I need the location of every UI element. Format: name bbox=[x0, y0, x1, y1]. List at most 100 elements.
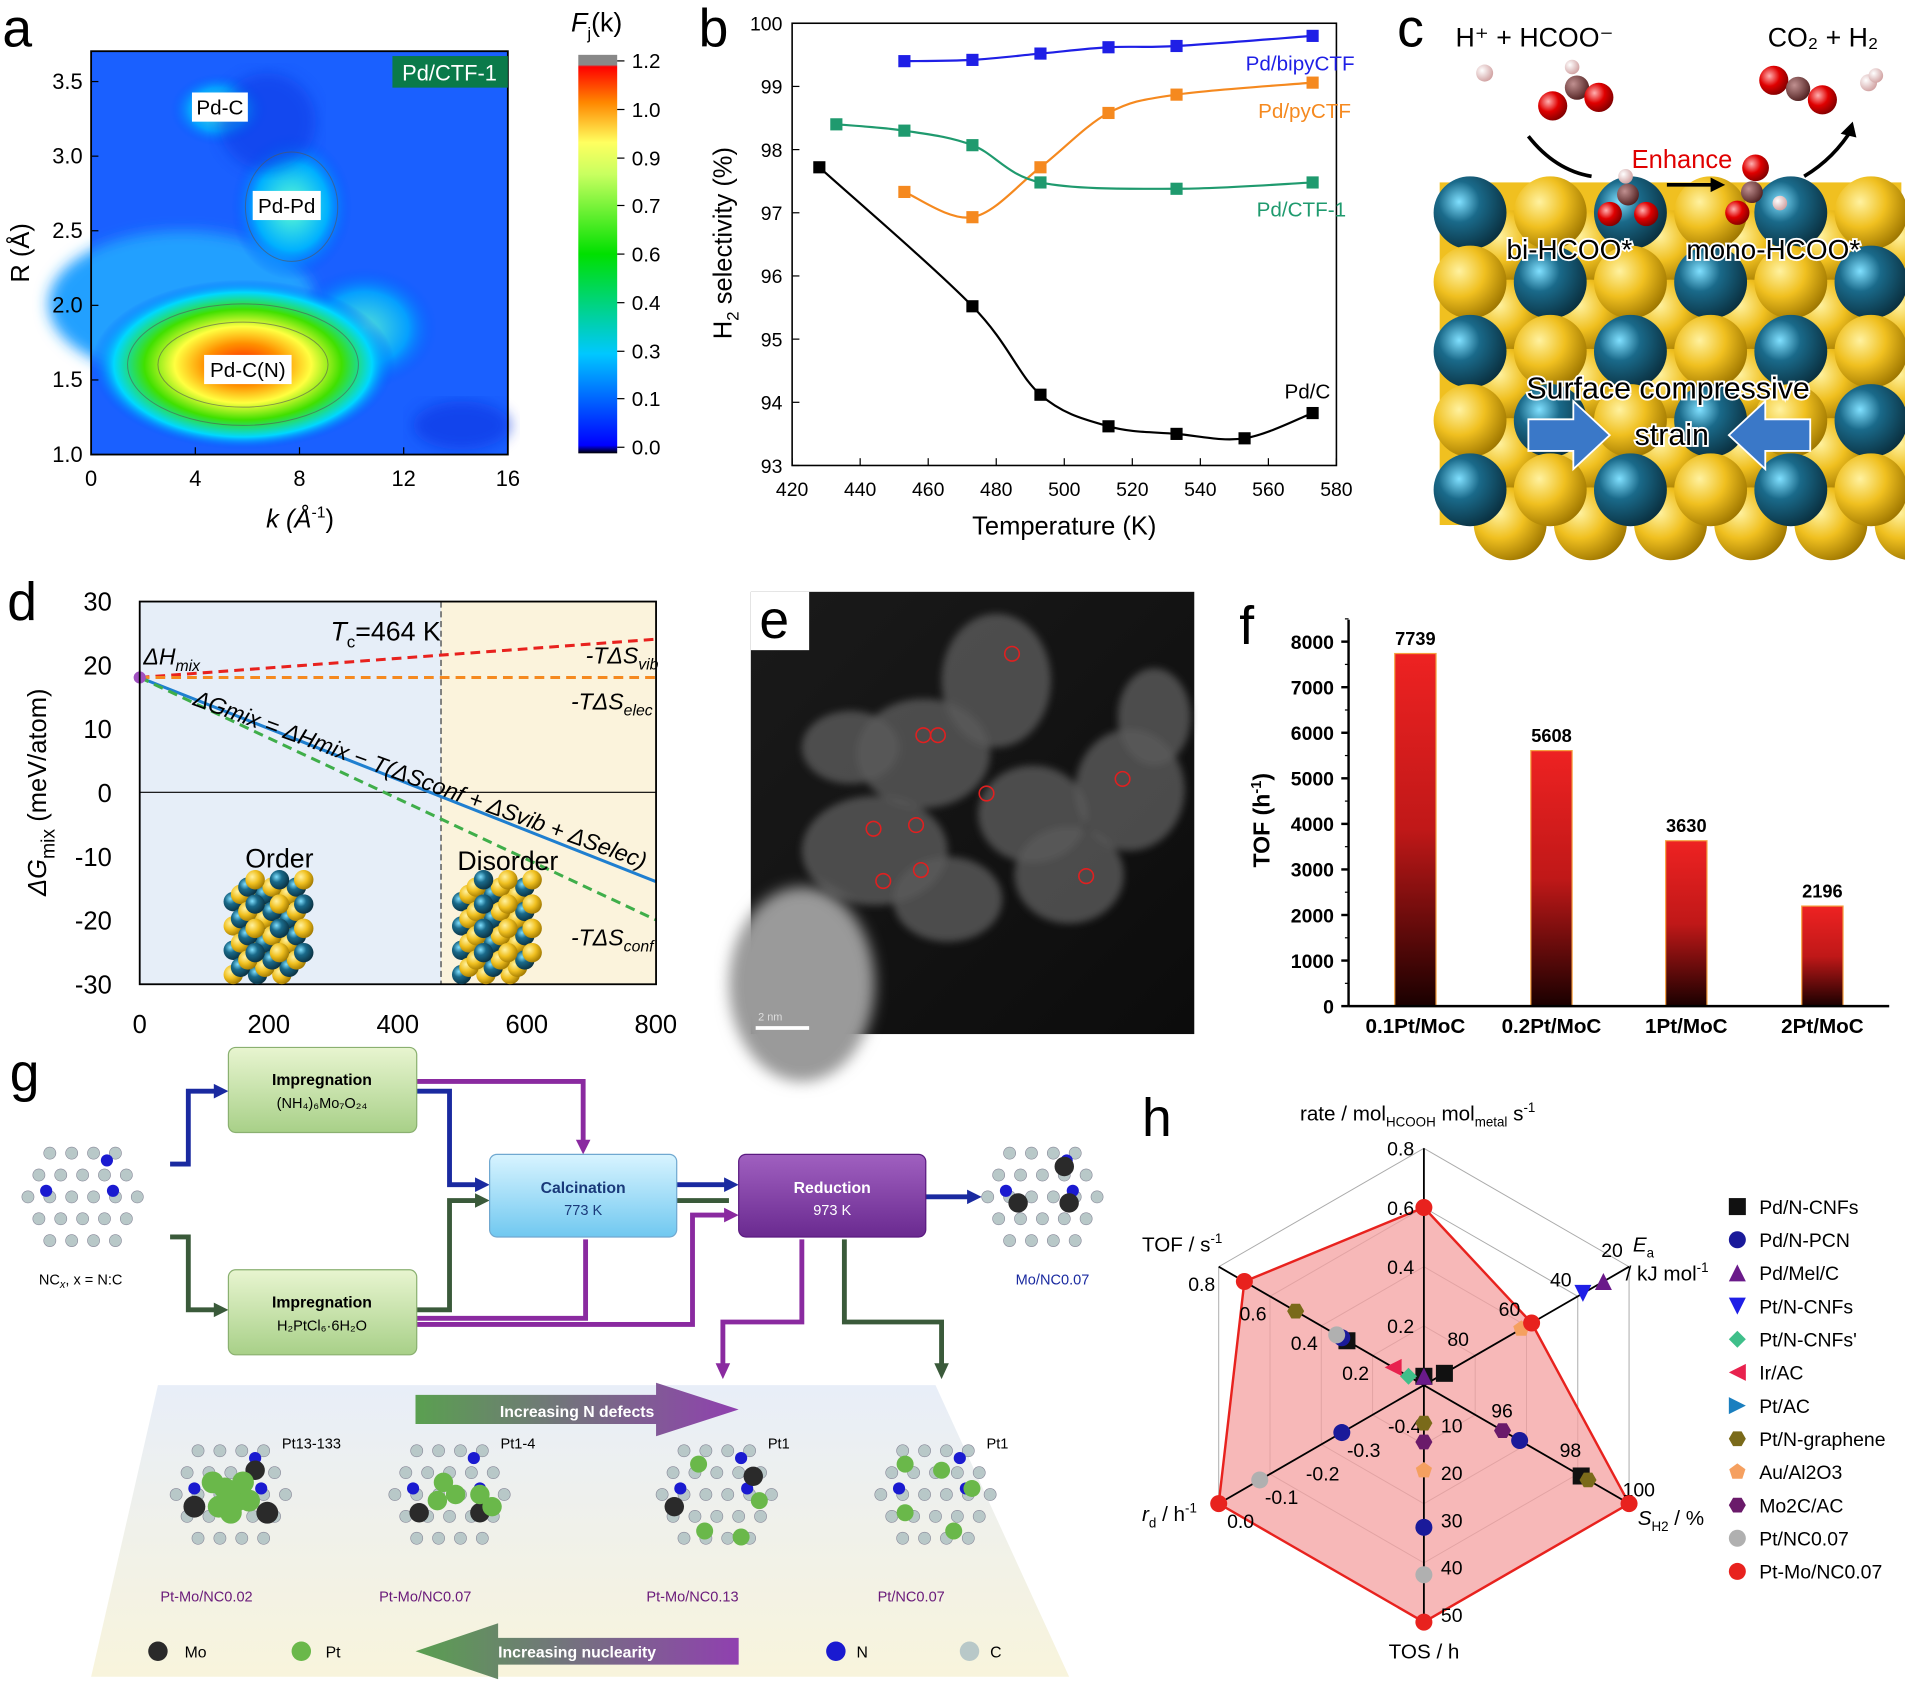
carbon-atom bbox=[1003, 1234, 1016, 1247]
carbon-atom bbox=[677, 1531, 691, 1545]
surface-atom bbox=[1834, 384, 1905, 457]
carbon-atom bbox=[486, 1466, 500, 1480]
pt-atom bbox=[445, 1484, 466, 1505]
gold-atom bbox=[498, 870, 518, 890]
square-marker bbox=[1435, 1364, 1453, 1382]
x-tick-label: 1Pt/MoC bbox=[1645, 1015, 1728, 1038]
carbon-atom bbox=[874, 1488, 888, 1501]
radar-tick-label: 0.8 bbox=[1387, 1139, 1414, 1161]
circle-marker bbox=[1415, 1198, 1433, 1217]
nitrogen-atom bbox=[467, 1451, 480, 1465]
surface-atom bbox=[1433, 314, 1507, 388]
pt-atom bbox=[750, 1492, 768, 1510]
x-tick-label: 520 bbox=[1116, 479, 1149, 501]
teal-atom bbox=[473, 942, 494, 963]
vib-label: -TΔSvib bbox=[586, 643, 659, 674]
carbon-atom bbox=[65, 1190, 79, 1204]
data-point bbox=[1306, 29, 1319, 42]
sample-label: Pd/CTF-1 bbox=[402, 60, 497, 85]
carbon-atom bbox=[688, 1510, 702, 1523]
teal-atom bbox=[269, 918, 290, 939]
gold-atom bbox=[498, 894, 518, 914]
carbon-atom bbox=[399, 1466, 413, 1480]
carbon-atom bbox=[992, 1212, 1006, 1226]
graphene-model bbox=[169, 1444, 292, 1545]
nuclearity-stage bbox=[91, 1385, 1070, 1677]
gold-atom bbox=[498, 942, 518, 963]
nanoparticle bbox=[1014, 826, 1124, 924]
carbon-atom bbox=[1025, 1146, 1038, 1160]
carbon-atom bbox=[21, 1190, 35, 1204]
legend-c: C bbox=[990, 1644, 1001, 1661]
axis-label-tos: TOS / h bbox=[1389, 1641, 1460, 1664]
legend-label: Pt/N-CNFs' bbox=[1759, 1330, 1857, 1352]
legend-label: Pt/NC0.07 bbox=[1759, 1529, 1849, 1551]
pt-atom bbox=[933, 1461, 951, 1479]
teal-atom bbox=[245, 942, 265, 963]
y-tick-label: 3.0 bbox=[52, 143, 82, 168]
colorbar-tick-label: 0.3 bbox=[632, 341, 661, 364]
radar-tick-label: 0.4 bbox=[1387, 1257, 1414, 1279]
panel-g: g bbox=[10, 1044, 1104, 1680]
axis-label-tof: TOF / s-1 bbox=[1142, 1231, 1222, 1257]
pt-atom bbox=[732, 1528, 750, 1546]
tc-label: Tc=464 K bbox=[330, 616, 440, 651]
carbon-atom bbox=[699, 1488, 713, 1501]
surface-atom bbox=[1674, 314, 1748, 388]
plot-frame bbox=[791, 22, 1338, 467]
elec-label: -TΔSelec bbox=[571, 689, 653, 720]
surface-atom bbox=[1593, 245, 1667, 319]
radar-tick-label: -0.1 bbox=[1265, 1487, 1298, 1509]
x-tick-label: 12 bbox=[392, 466, 416, 491]
legend-label: Au/Al2O3 bbox=[1759, 1462, 1842, 1484]
bars: 7739 5608 3630 2196 bbox=[1394, 629, 1844, 1007]
nitrogen-atom bbox=[406, 1482, 420, 1495]
carbon-atom bbox=[257, 1444, 271, 1458]
surface-atom bbox=[1834, 453, 1905, 527]
carbon-atom bbox=[972, 1510, 986, 1523]
colorbar-tick-label: 0.4 bbox=[632, 292, 661, 315]
triangle-up-marker bbox=[1594, 1273, 1612, 1291]
triangle-left-marker bbox=[1728, 1363, 1746, 1381]
mo-atom bbox=[1008, 1193, 1028, 1213]
catalyst-label: Pt/NC0.07 bbox=[878, 1589, 945, 1605]
diamond-marker bbox=[1728, 1330, 1746, 1348]
y-tick-label: 94 bbox=[761, 393, 783, 415]
graphene-model bbox=[874, 1444, 997, 1545]
y-tick-label: -30 bbox=[75, 971, 112, 999]
axis-label-ea-unit: / kJ mol-1 bbox=[1626, 1260, 1709, 1286]
carbon-atom bbox=[1090, 1190, 1104, 1204]
carbon-atom bbox=[191, 1444, 205, 1458]
series-line bbox=[818, 166, 1313, 441]
circle-marker bbox=[1251, 1471, 1269, 1489]
carbon-atom bbox=[454, 1531, 467, 1545]
products-label: CO₂ + H₂ bbox=[1768, 22, 1879, 52]
x-tick-label: 460 bbox=[912, 479, 945, 501]
hexagon-marker bbox=[1415, 1415, 1433, 1431]
panel-h: h 0.20.40.60.88060402096981001020304050-… bbox=[1142, 1089, 1886, 1663]
carbon-atom bbox=[743, 1444, 756, 1458]
bar-value-label: 2196 bbox=[1802, 882, 1843, 902]
y-tick-label: 96 bbox=[761, 266, 783, 288]
y-tick-label: 1000 bbox=[1291, 951, 1334, 973]
gold-atom bbox=[522, 918, 542, 939]
carbon-atom bbox=[721, 1488, 735, 1501]
surface-atom bbox=[1593, 176, 1667, 250]
data-point bbox=[1034, 176, 1047, 189]
y-tick-label: 10 bbox=[83, 716, 111, 744]
radar-tick-label: -0.2 bbox=[1306, 1464, 1339, 1486]
gold-atom bbox=[294, 918, 314, 939]
pentagon-marker bbox=[1729, 1463, 1746, 1479]
legend-label: Pt/N-CNFs bbox=[1759, 1296, 1853, 1318]
y-tick-label: 99 bbox=[761, 77, 783, 99]
data-point bbox=[813, 161, 826, 174]
atom-marker-circle bbox=[912, 861, 929, 879]
nanoparticle bbox=[1117, 668, 1191, 766]
compress-arrow-right-icon bbox=[1527, 398, 1612, 472]
surface-atom bbox=[1674, 245, 1748, 319]
circle-marker bbox=[1235, 1273, 1253, 1291]
radar-tick-label: -0.4 bbox=[1388, 1416, 1422, 1438]
data-point bbox=[1170, 39, 1183, 53]
carbon-atom bbox=[981, 1190, 995, 1204]
box-subtitle: 973 K bbox=[813, 1203, 851, 1219]
